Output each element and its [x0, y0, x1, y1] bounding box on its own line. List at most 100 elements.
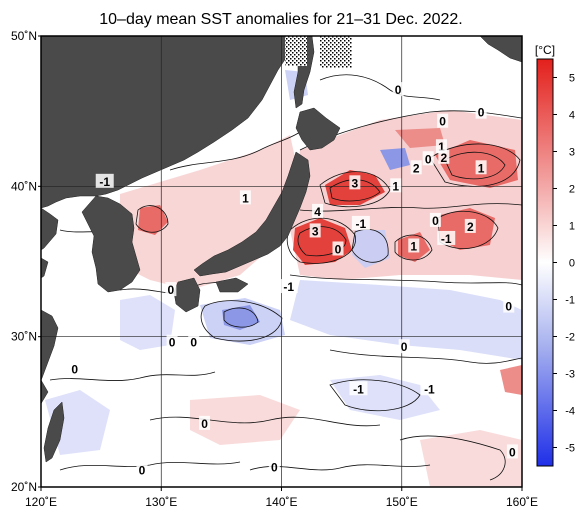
contour-label-bg-9: [438, 149, 450, 164]
contour-line: [437, 210, 499, 249]
contour-label-bg-4: [349, 175, 361, 190]
contour-label-bg-8: [435, 139, 447, 154]
contour-label-8: 1: [438, 140, 445, 154]
contour-label-13: 2: [467, 220, 474, 234]
contour-label-30: 0: [271, 460, 278, 474]
contour-label-26: 0: [71, 363, 78, 377]
lon-tick-label-0: 120˚E: [25, 495, 57, 509]
sea-ice-hatch: [320, 36, 352, 68]
contour-label-5: 1: [392, 179, 399, 193]
contour-label-bg-32: [506, 444, 518, 459]
contour-label-bg-1: [239, 190, 251, 205]
contour-label-bg-6: [410, 160, 422, 175]
contour-line: [49, 371, 216, 381]
contour-label-19: 0: [478, 106, 485, 120]
lon-tick-label-2: 140˚E: [265, 495, 297, 509]
contour-label-bg-29: [199, 415, 211, 430]
contour-label-bg-24: [188, 334, 200, 349]
contour-label-bg-18: [437, 113, 449, 128]
colorbar-tick-label-5: 0: [569, 258, 575, 270]
contour-line: [299, 203, 522, 212]
contour-label-bg-16: [332, 241, 344, 256]
contour-label-9: 2: [440, 151, 447, 165]
colorbar-unit-label: [°C]: [535, 43, 555, 57]
anomaly-cool-core-1: [222, 305, 260, 330]
contour-label-bg-26: [69, 361, 81, 376]
contour-line: [329, 349, 522, 364]
contour-label-bg-30: [268, 459, 280, 474]
land-asia-mainland: [41, 36, 291, 209]
land-honshu: [193, 151, 311, 277]
contour-label-28: -1: [424, 382, 435, 396]
contour-label-bg-31: [136, 462, 148, 477]
anomaly-warm-south: [190, 395, 300, 445]
contour-line: [59, 461, 241, 471]
colorbar-tick-label-2: 3: [569, 147, 575, 159]
land-kamchatka-tip: [479, 36, 522, 63]
contour-label-bg-21: [279, 279, 298, 294]
contour-label-11: -1: [356, 217, 367, 231]
contour-line: [444, 151, 506, 180]
colorbar-tick-label-7: -2: [565, 332, 575, 344]
contour-label-29: 0: [201, 417, 208, 431]
axis-labels: 120˚E 130˚E 140˚E 150˚E 160˚E 20˚N 30˚N 40˚N 50˚…: [11, 29, 538, 509]
map-title: 10–day mean SST anomalies for 21–31 Dec.…: [99, 11, 463, 28]
colorbar-tick-label-8: -3: [565, 369, 575, 381]
contour-line: [329, 179, 381, 202]
anomaly-warm-southeast: [420, 430, 522, 487]
contour-label-bg-17: [392, 82, 404, 97]
contour-line: [286, 217, 356, 264]
land-shikoku: [215, 277, 249, 293]
contour-label-bg-20: [165, 282, 177, 297]
contour-label-bg-5: [390, 178, 402, 193]
contour-line: [399, 435, 506, 481]
lat-tick-label-2: 40˚N: [11, 179, 37, 193]
colorbar-tick-label-9: -4: [565, 406, 575, 418]
contour-label-27: -1: [353, 382, 364, 396]
anomaly-cool-area-2: [352, 230, 390, 268]
contour-label-12: 0: [432, 214, 439, 228]
colorbar-tick-label-4: 1: [569, 221, 575, 233]
contour-label-bg-12: [429, 212, 441, 227]
graticule: [41, 36, 522, 487]
contour-label-18: 0: [439, 115, 446, 129]
contour-label-20: 0: [168, 283, 175, 297]
contour-label-bg-15: [408, 238, 420, 253]
contour-label-bg-13: [464, 218, 476, 233]
anomaly-warm-core-6: [138, 205, 168, 235]
contour-label-bg-11: [351, 215, 370, 230]
contour-label-bg-27: [349, 381, 368, 396]
lat-tick-label-3: 50˚N: [11, 29, 37, 43]
contour-line: [200, 300, 283, 342]
contour-label-bg-3: [309, 223, 321, 238]
contour-line: [149, 416, 381, 427]
lon-tick-label-3: 150˚E: [386, 495, 418, 509]
colorbar-tick-label-6: -1: [565, 295, 575, 307]
contour-label-bg-22: [503, 298, 515, 313]
contour-label-bg-19: [475, 104, 487, 119]
contour-label-bg-0: [95, 173, 114, 188]
contour-label-23: 0: [169, 336, 176, 350]
anomaly-cool-core-2: [380, 148, 410, 170]
colorbar-tick-label-3: 2: [569, 184, 575, 196]
contour-label-10: 1: [478, 161, 485, 175]
contour-line: [319, 171, 391, 208]
land-taiwan: [43, 401, 65, 463]
land-korea: [81, 195, 141, 293]
colorbar-gradient: [536, 58, 554, 467]
contour-label-25: 0: [401, 340, 408, 354]
colorbar: [°C] 5 4 3 2 1 0 -1 -2 -3 -4 -5: [535, 43, 575, 467]
contour-label-21: -1: [283, 280, 294, 294]
contour-label-bg-10: [475, 160, 487, 175]
contour-line: [394, 234, 433, 261]
colorbar-tick-label-0: 5: [569, 73, 575, 85]
land-china-coast: [41, 207, 59, 405]
lon-tick-label-1: 130˚E: [145, 495, 177, 509]
anomaly-cool-area-3: [290, 280, 522, 360]
lat-tick-label-1: 30˚N: [11, 330, 37, 344]
contour-line: [289, 274, 522, 286]
